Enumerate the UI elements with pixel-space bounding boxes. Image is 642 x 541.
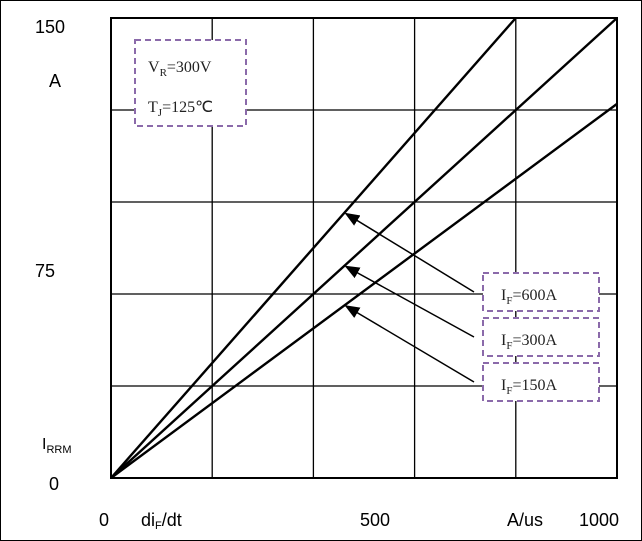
- label-300a: IF=300A: [501, 332, 557, 352]
- plot-lines: [110, 17, 618, 479]
- series-line-0: [110, 17, 517, 479]
- x-tick-500: 500: [360, 510, 390, 530]
- label-150a: IF=150A: [501, 377, 557, 397]
- y-unit-label: A: [49, 71, 61, 91]
- tj-condition: TJ=125℃: [148, 99, 213, 119]
- y-tick-75: 75: [35, 261, 55, 281]
- label-box-600a: [482, 272, 600, 312]
- label-box-300a: [482, 317, 600, 357]
- series-line-2: [110, 102, 618, 479]
- plot-border: [110, 17, 618, 479]
- annotation-arrow-2: [344, 305, 475, 383]
- annotations: [344, 212, 475, 383]
- x-tick-1000: 1000: [579, 510, 619, 530]
- y-tick-150: 150: [35, 17, 65, 37]
- x-unit-label: A/us: [507, 510, 543, 530]
- x-tick-0: 0: [99, 510, 109, 530]
- annotation-arrow-1: [344, 265, 475, 338]
- x-axis-label: diF/dt: [141, 510, 182, 532]
- label-600a: IF=600A: [501, 287, 557, 307]
- label-box-150a: [482, 362, 600, 402]
- annotation-arrow-0: [344, 212, 475, 293]
- y-axis-label: IRRM: [42, 436, 72, 456]
- conditions-box: [134, 39, 247, 127]
- series-line-1: [110, 17, 618, 479]
- vr-condition: VR=300V: [148, 59, 212, 79]
- y-tick-0: 0: [49, 474, 59, 494]
